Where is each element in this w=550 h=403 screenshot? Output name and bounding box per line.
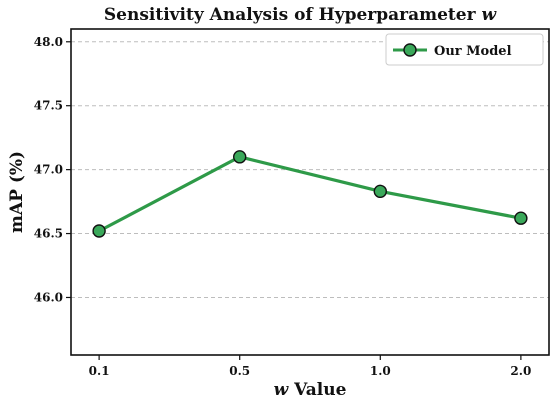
data-point xyxy=(233,150,247,164)
x-tick-label: 0.1 xyxy=(89,364,110,378)
series-our-model xyxy=(92,150,528,238)
x-tick-label: 1.0 xyxy=(370,364,391,378)
y-axis-label: mAP (%) xyxy=(7,151,27,233)
data-point xyxy=(373,184,387,199)
legend-box xyxy=(385,33,544,66)
chart-title: Sensitivity Analysis of Hyperparameter w xyxy=(104,5,498,25)
x-axis-label-rest: Value xyxy=(288,380,346,400)
x-axis: 0.1 0.5 1.0 2.0 xyxy=(89,355,531,378)
x-tick-label: 0.5 xyxy=(229,364,250,378)
grid-lines xyxy=(71,41,549,298)
y-tick-label: 47.0 xyxy=(34,163,63,177)
legend: Our Model xyxy=(385,33,544,66)
legend-label-our-model: Our Model xyxy=(434,44,512,59)
y-tick-label: 48.0 xyxy=(34,35,63,49)
title-main: Sensitivity Analysis of Hyperparameter xyxy=(104,5,482,25)
data-point xyxy=(514,211,528,225)
series-line xyxy=(98,155,522,233)
x-tick-label: 2.0 xyxy=(510,364,531,378)
legend-marker xyxy=(403,43,417,57)
title-variable: w xyxy=(481,5,497,25)
plot-frame xyxy=(70,28,550,356)
x-axis-label: w Value xyxy=(274,380,347,400)
data-point xyxy=(92,224,106,238)
y-tick-label: 46.0 xyxy=(34,290,63,304)
y-tick-label: 47.5 xyxy=(34,99,63,113)
y-axis: 46.0 46.5 47.0 47.5 48.0 xyxy=(34,35,71,304)
y-tick-label: 46.5 xyxy=(34,227,63,241)
x-axis-variable: w xyxy=(274,380,290,400)
